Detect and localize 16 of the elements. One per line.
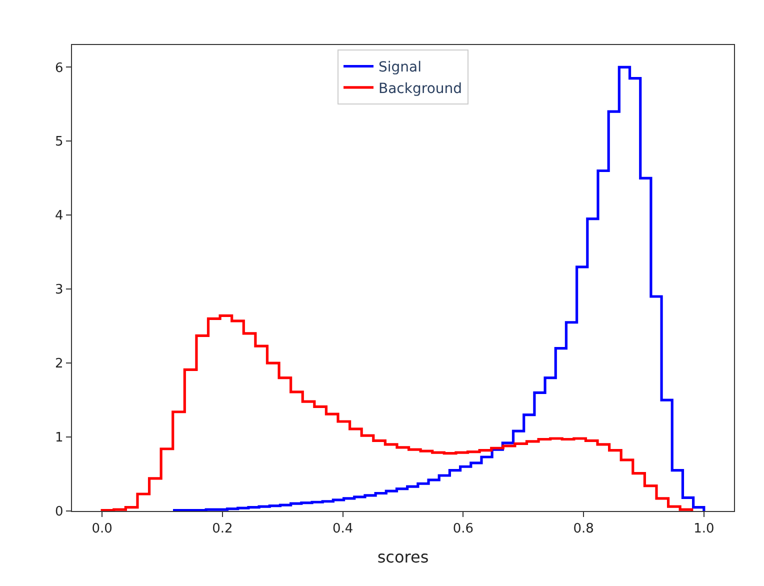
y-tick-label: 1 [55,430,64,446]
legend-label: Background [378,80,462,97]
x-tick-label: 0.0 [92,522,112,537]
legend-label: Signal [378,60,422,76]
x-tick-label: 1.0 [694,522,714,537]
y-tick-label: 4 [55,208,64,224]
x-tick-label: 0.8 [573,522,594,537]
x-tick-label: 0.2 [212,522,233,537]
x-tick-label: 0.4 [332,522,354,537]
y-tick-label: 5 [55,134,64,150]
y-tick-label: 2 [55,356,64,372]
y-tick-label: 6 [55,60,64,76]
x-axis-title: scores [377,547,429,566]
y-tick-label: 0 [55,504,64,520]
y-tick-label: 3 [55,282,64,298]
x-tick-label: 0.6 [452,522,474,537]
